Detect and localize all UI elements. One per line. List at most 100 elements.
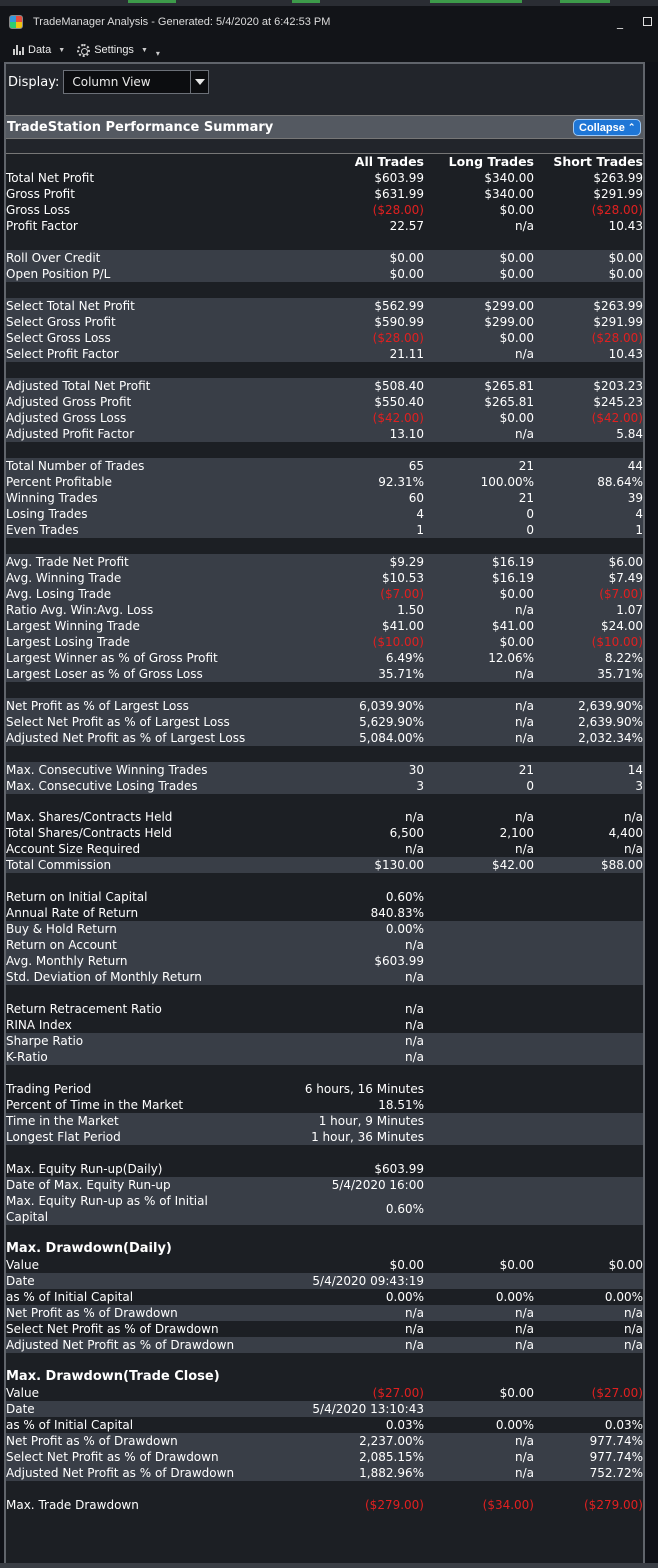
gear-icon — [77, 43, 91, 57]
table-row: Adjusted Profit Factor 13.10 n/a 5.84 — [6, 426, 643, 442]
table-row: Value $0.00 $0.00 $0.00 — [6, 1257, 643, 1273]
display-select[interactable]: Column View — [63, 70, 210, 94]
settings-menu[interactable]: Settings ▼ — [77, 43, 148, 57]
table-row: Return on Account n/a — [6, 937, 643, 953]
table-row: Select Gross Profit $590.99 $299.00 $291.99 — [6, 314, 643, 330]
long-trades-cell: $265.81 — [484, 395, 534, 409]
table-row: Ratio Avg. Win:Avg. Loss 1.50 n/a 1.07 — [6, 602, 643, 618]
row-label: Largest Losing Trade — [6, 635, 130, 649]
data-menu[interactable]: Data ▼ — [12, 44, 65, 56]
long-trades-cell: 0 — [526, 507, 534, 521]
long-trades-cell: $16.19 — [492, 571, 534, 585]
all-trades-cell: 2,237.00% — [359, 1434, 424, 1448]
short-trades-cell: 4,400 — [608, 826, 643, 840]
all-trades-cell: n/a — [404, 1322, 424, 1336]
short-trades-cell: 14 — [627, 763, 643, 777]
all-trades-cell: $550.40 — [374, 395, 424, 409]
short-trades-cell: ($42.00) — [591, 411, 643, 425]
all-trades-cell: 0.00% — [385, 922, 424, 936]
table-row: Roll Over Credit $0.00 $0.00 $0.00 — [6, 250, 643, 266]
row-label: Return on Account — [6, 938, 117, 952]
title-bar: TradeManager Analysis - Generated: 5/4/2… — [0, 6, 658, 38]
row-label: Return Retracement Ratio — [6, 1002, 162, 1016]
long-trades-cell: $0.00 — [499, 267, 534, 281]
table-row: Return on Initial Capital 0.60% — [6, 889, 643, 905]
long-trades-cell: 100.00% — [480, 475, 534, 489]
all-trades-cell: $0.00 — [389, 1258, 424, 1272]
long-trades-cell: n/a — [514, 347, 534, 361]
table-row: Max. Equity Run-up as % of Initial Capit… — [6, 1193, 643, 1225]
short-trades-cell: 44 — [627, 459, 643, 473]
row-label: Adjusted Gross Profit — [6, 395, 132, 409]
maximize-button[interactable] — [639, 14, 655, 30]
short-trades-cell: ($27.00) — [591, 1386, 643, 1400]
short-trades-cell: 2,639.90% — [578, 715, 643, 729]
all-trades-cell: $603.99 — [374, 1162, 424, 1176]
all-trades-cell: $603.99 — [374, 954, 424, 968]
row-label: Buy & Hold Return — [6, 922, 117, 936]
long-trades-cell: $340.00 — [484, 187, 534, 201]
row-label: Avg. Monthly Return — [6, 954, 128, 968]
overflow-icon[interactable]: ▾ — [155, 48, 160, 58]
short-trades-cell: 0.00% — [604, 1290, 643, 1304]
table-row: Max. Trade Drawdown ($279.00) ($34.00) ($27… — [6, 1497, 643, 1513]
menu-bar: Data ▼ Settings ▼ ▾ — [0, 38, 658, 62]
table-row: Avg. Losing Trade ($7.00) $0.00 ($7.00) — [6, 586, 643, 602]
row-label: as % of Initial Capital — [6, 1290, 134, 1304]
table-row: Max. Shares/Contracts Held n/a n/a n/a — [6, 809, 643, 825]
all-trades-cell: 65 — [408, 459, 424, 473]
minimize-button[interactable]: _ — [617, 15, 623, 29]
short-trades-cell: 35.71% — [597, 667, 643, 681]
all-trades-cell: 1 hour, 36 Minutes — [311, 1130, 424, 1144]
display-row: Display: Column View — [8, 70, 210, 94]
table-row: Largest Winner as % of Gross Profit 6.49%… — [6, 650, 643, 666]
short-trades-cell: $7.49 — [608, 571, 643, 585]
all-trades-cell: $130.00 — [374, 858, 424, 872]
row-label: Select Gross Profit — [6, 315, 116, 329]
row-label: Max. Drawdown(Trade Close) — [6, 1369, 220, 1384]
all-trades-cell: 6.49% — [385, 651, 424, 665]
all-trades-cell: 3 — [416, 779, 424, 793]
all-trades-cell: 1 hour, 9 Minutes — [318, 1114, 424, 1128]
table-row: Select Net Profit as % of Drawdown 2,085.… — [6, 1449, 643, 1465]
table-row: Avg. Winning Trade $10.53 $16.19 $7.49 — [6, 570, 643, 586]
short-trades-cell: n/a — [623, 1338, 643, 1352]
short-trades-cell: $245.23 — [593, 395, 643, 409]
table-row: Percent Profitable 92.31% 100.00% 88.64% — [6, 474, 643, 490]
all-trades-cell: $562.99 — [374, 299, 424, 313]
row-label: Profit Factor — [6, 219, 78, 233]
row-label: Return on Initial Capital — [6, 890, 148, 904]
all-trades-cell: 1 — [416, 523, 424, 537]
table-row: Annual Rate of Return 840.83% — [6, 905, 643, 921]
table-row: as % of Initial Capital 0.00% 0.00% 0.00% — [6, 1289, 643, 1305]
table-row: Gross Profit $631.99 $340.00 $291.99 — [6, 186, 643, 202]
short-trades-cell: $291.99 — [593, 315, 643, 329]
long-trades-cell: 0 — [526, 779, 534, 793]
row-label: Roll Over Credit — [6, 251, 101, 265]
all-trades-cell: ($279.00) — [365, 1498, 424, 1512]
row-label: Adjusted Gross Loss — [6, 411, 127, 425]
short-trades-cell: 1.07 — [616, 603, 643, 617]
all-trades-cell: ($27.00) — [372, 1386, 424, 1400]
all-trades-cell: 18.51% — [378, 1098, 424, 1112]
table-row: Date of Max. Equity Run-up 5/4/2020 16:00 — [6, 1177, 643, 1193]
column-header-long-trades: Long Trades — [448, 154, 534, 169]
table-header: All Trades Long Trades Short Trades — [6, 154, 643, 170]
long-trades-cell: $0.00 — [499, 203, 534, 217]
table-row: Adjusted Net Profit as % of Drawdown 1,88… — [6, 1465, 643, 1481]
row-label: Adjusted Net Profit as % of Drawdown — [6, 1338, 235, 1352]
short-trades-cell: $88.00 — [601, 858, 643, 872]
row-label: Adjusted Net Profit as % of Drawdown — [6, 1466, 235, 1480]
long-trades-cell: $0.00 — [499, 331, 534, 345]
short-trades-cell: 977.74% — [589, 1434, 643, 1448]
collapse-button[interactable]: Collapse ⌃ — [573, 119, 642, 136]
table-row: Max. Equity Run-up(Daily) $603.99 — [6, 1161, 643, 1177]
short-trades-cell: $0.00 — [608, 1258, 643, 1272]
table-row: Trading Period 6 hours, 16 Minutes — [6, 1081, 643, 1097]
all-trades-cell: n/a — [404, 1034, 424, 1048]
long-trades-cell: $41.00 — [492, 619, 534, 633]
dropdown-arrow-icon[interactable] — [190, 71, 208, 93]
all-trades-cell: n/a — [404, 1018, 424, 1032]
long-trades-cell: $0.00 — [499, 1258, 534, 1272]
all-trades-cell: 5/4/2020 13:10:43 — [312, 1402, 424, 1416]
